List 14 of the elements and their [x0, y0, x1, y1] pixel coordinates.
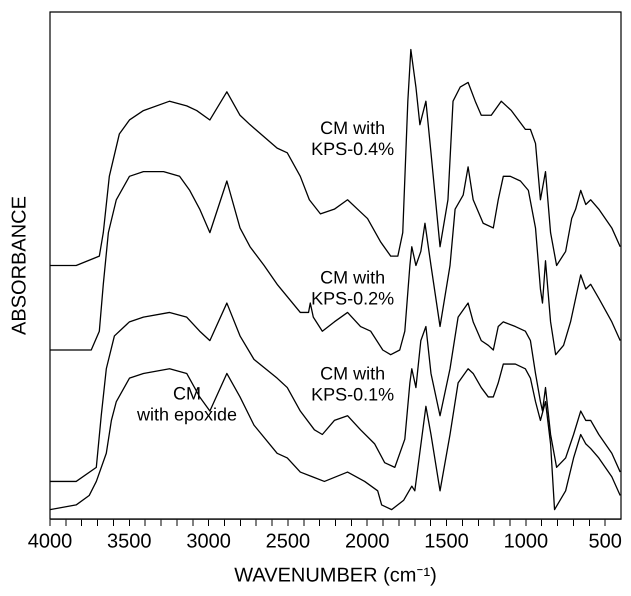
x-tick-label: 3500 — [107, 530, 152, 553]
x-tick-label: 2000 — [344, 530, 390, 553]
x-tick-label: 1000 — [504, 530, 548, 553]
series-label: CM with KPS-0.1% — [311, 364, 394, 405]
x-tick-label: 1500 — [424, 530, 469, 553]
y-axis-title: ABSORBANCE — [8, 196, 31, 335]
x-tick-label: 3000 — [186, 530, 231, 553]
x-tick-label: 500 — [588, 530, 622, 553]
x-tick-label: 4000 — [28, 530, 72, 553]
x-axis-title: WAVENUMBER (cm⁻¹) — [234, 564, 437, 587]
series-label: CM with epoxide — [136, 384, 238, 425]
series-label: CM with KPS-0.4% — [311, 118, 394, 160]
x-tick-label: 2500 — [266, 530, 310, 553]
series-label: CM with KPS-0.2% — [311, 267, 394, 308]
